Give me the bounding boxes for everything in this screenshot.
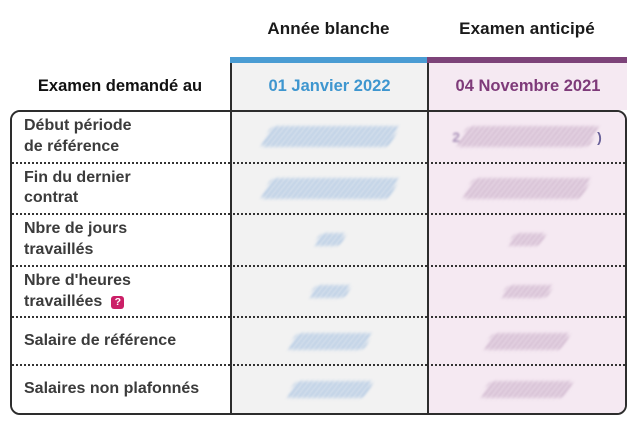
redacted-value <box>500 285 554 299</box>
table-cell <box>230 112 427 164</box>
row-label-line: contrat <box>24 189 79 207</box>
table-cell <box>427 215 625 267</box>
row-label-jours-travailles: Nbre de jours travaillés <box>12 215 230 267</box>
row-label-salaires-non-plafonnes: Salaires non plafonnés <box>12 365 230 413</box>
redacted-value <box>285 380 374 398</box>
row-label-line: Début période <box>24 117 132 134</box>
redacted-value <box>483 332 571 350</box>
row-label-line: travaillés <box>24 240 94 258</box>
redacted-value <box>480 380 574 398</box>
table-cell <box>230 318 427 366</box>
row-label-heures-travaillees: Nbre d'heures travaillées? <box>12 266 230 319</box>
row-label-line: Nbre d'heures <box>24 271 131 289</box>
row-label-line2-text: travaillées <box>24 292 103 310</box>
redacted-value <box>462 177 592 199</box>
accent-bar-blue <box>230 57 427 63</box>
redacted-value <box>507 233 547 247</box>
accent-bar-purple <box>427 57 627 63</box>
help-icon[interactable]: ? <box>111 295 125 309</box>
column-header-examen-anticipe: Examen anticipé <box>459 18 595 38</box>
table-cell: 2 ) <box>427 112 625 164</box>
redacted-value <box>259 126 400 148</box>
redacted-value <box>313 233 346 247</box>
row-label-debut-periode: Début période de référence <box>12 112 230 164</box>
column-header-annee-blanche: Année blanche <box>267 18 390 38</box>
redacted-value <box>308 285 351 299</box>
request-date-annee-blanche: 01 Janvier 2022 <box>230 63 427 110</box>
table-cell <box>427 365 625 413</box>
row-label-line: de référence <box>24 137 120 155</box>
table-cell <box>427 318 625 366</box>
request-date-examen-anticipe: 04 Novembre 2021 <box>427 63 627 110</box>
row-label-line: Nbre de jours <box>24 220 128 238</box>
row-label-line: Fin du dernier <box>24 168 131 186</box>
table-cell <box>427 163 625 216</box>
row-label-line: Salaire de référence <box>24 331 177 349</box>
redacted-value <box>456 126 600 148</box>
corner-header: Examen demandé au <box>37 77 203 95</box>
table-cell <box>230 163 427 216</box>
table-cell <box>230 215 427 267</box>
row-label-salaire-reference: Salaire de référence <box>12 318 230 366</box>
row-label-line: Salaires non plafonnés <box>24 379 200 397</box>
redacted-prefix: 2 <box>452 128 461 145</box>
row-label-line: travaillées? <box>24 292 222 313</box>
row-label-fin-contrat: Fin du dernier contrat <box>12 163 230 216</box>
table-cell <box>427 266 625 319</box>
comparison-table: Début période de référence 2 ) Fin du de… <box>10 110 627 415</box>
redacted-value <box>286 332 373 350</box>
redacted-value <box>259 177 400 199</box>
table-cell <box>230 266 427 319</box>
redacted-suffix: ) <box>597 128 602 145</box>
table-cell <box>230 365 427 413</box>
